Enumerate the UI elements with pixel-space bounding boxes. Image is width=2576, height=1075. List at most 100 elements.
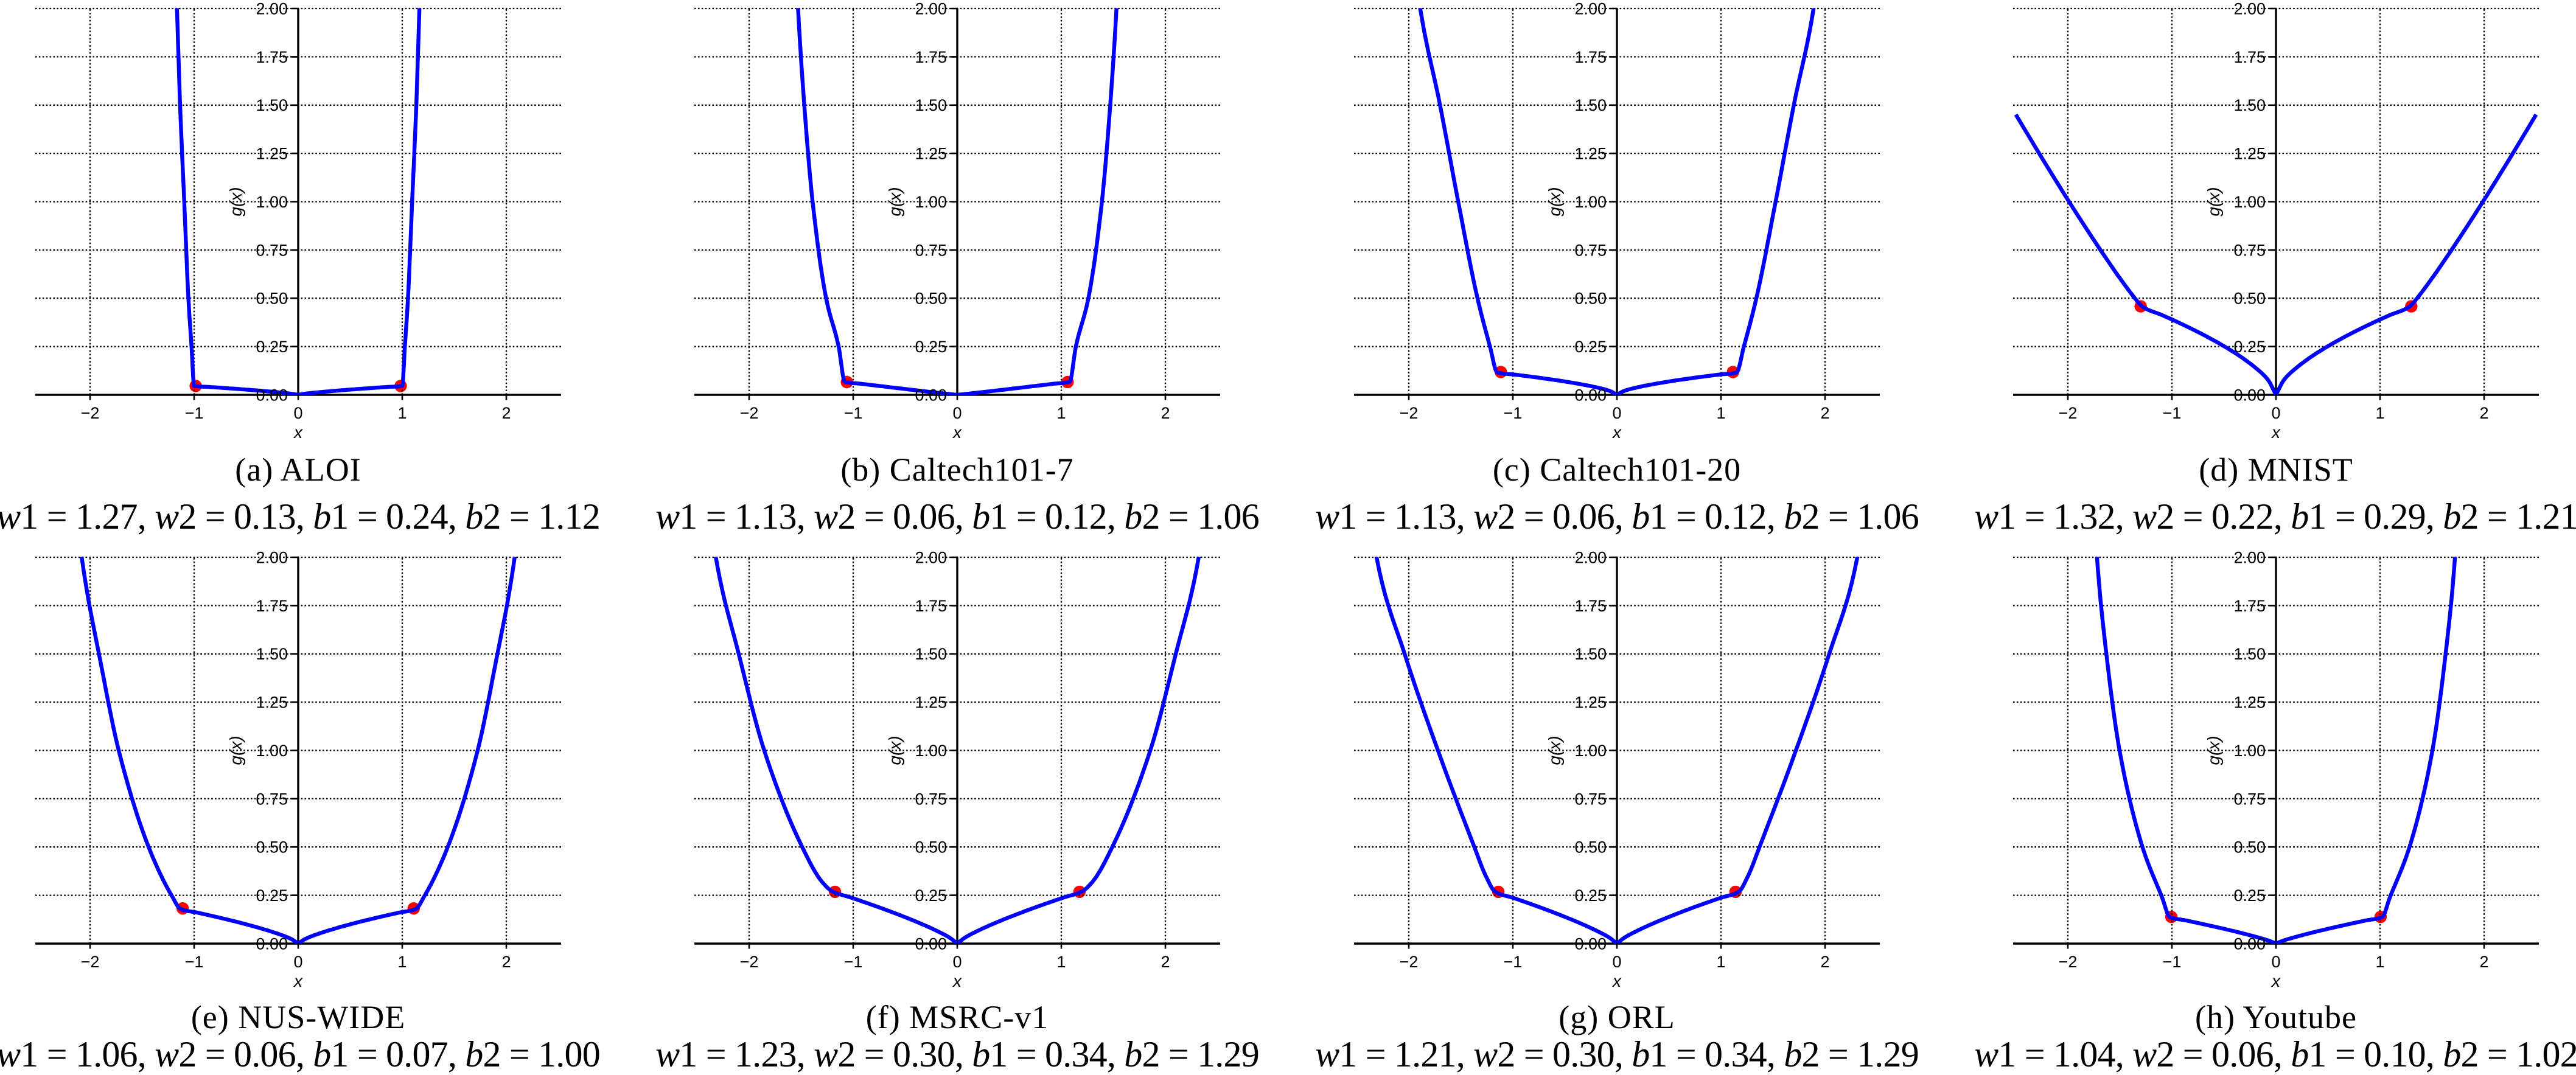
svg-text:1.00: 1.00 (1574, 193, 1607, 211)
svg-text:1.75: 1.75 (1574, 48, 1607, 66)
svg-text:1.50: 1.50 (915, 645, 947, 663)
svg-text:2.00: 2.00 (915, 548, 947, 566)
svg-text:1.25: 1.25 (256, 694, 288, 712)
svg-text:x: x (1611, 423, 1622, 442)
svg-text:1.50: 1.50 (256, 96, 288, 114)
svg-text:−2: −2 (740, 404, 759, 422)
svg-text:0: 0 (952, 953, 962, 971)
svg-text:2.00: 2.00 (915, 0, 947, 18)
svg-text:0.50: 0.50 (1574, 838, 1607, 857)
svg-text:0.75: 0.75 (2233, 241, 2266, 259)
svg-text:w1 = 1.13, w2 = 0.06, b1 = 0.1: w1 = 1.13, w2 = 0.06, b1 = 0.12, b2 = 1.… (1315, 496, 1919, 537)
svg-text:0.00: 0.00 (915, 934, 947, 953)
svg-text:1: 1 (1056, 404, 1066, 422)
svg-text:(h) Youtube: (h) Youtube (2195, 999, 2357, 1035)
svg-text:g(x): g(x) (226, 736, 245, 765)
svg-text:0.75: 0.75 (256, 790, 288, 808)
svg-text:2.00: 2.00 (256, 0, 288, 18)
svg-text:0.75: 0.75 (915, 790, 947, 808)
svg-text:g(x): g(x) (2204, 187, 2223, 216)
svg-text:0.50: 0.50 (2233, 290, 2266, 308)
svg-text:1.75: 1.75 (2233, 597, 2266, 615)
svg-text:2.00: 2.00 (2233, 548, 2266, 566)
svg-text:0.75: 0.75 (256, 241, 288, 259)
svg-text:−1: −1 (844, 953, 863, 971)
svg-text:0.00: 0.00 (2233, 386, 2266, 404)
svg-text:(b) Caltech101-7: (b) Caltech101-7 (840, 451, 1073, 488)
svg-text:1.75: 1.75 (1574, 597, 1607, 615)
svg-text:x: x (2271, 423, 2281, 442)
svg-text:0: 0 (1612, 953, 1621, 971)
svg-text:0.50: 0.50 (915, 838, 947, 857)
svg-text:g(x): g(x) (226, 187, 245, 216)
svg-text:2: 2 (2479, 404, 2488, 422)
svg-text:1.00: 1.00 (1574, 742, 1607, 760)
svg-text:0.50: 0.50 (915, 290, 947, 308)
svg-text:−2: −2 (81, 953, 100, 971)
svg-text:0.00: 0.00 (256, 934, 288, 953)
svg-text:1.25: 1.25 (2233, 145, 2266, 163)
svg-text:2: 2 (501, 404, 511, 422)
svg-text:0: 0 (1612, 404, 1621, 422)
svg-text:(e) NUS-WIDE: (e) NUS-WIDE (191, 999, 405, 1035)
svg-text:−2: −2 (740, 953, 759, 971)
svg-text:1.75: 1.75 (256, 48, 288, 66)
svg-text:1: 1 (397, 404, 407, 422)
svg-text:0.50: 0.50 (256, 290, 288, 308)
svg-text:1.00: 1.00 (2233, 193, 2266, 211)
svg-text:1.50: 1.50 (256, 645, 288, 663)
svg-text:1: 1 (2375, 953, 2384, 971)
svg-text:0.75: 0.75 (2233, 790, 2266, 808)
svg-text:g(x): g(x) (1545, 736, 1564, 765)
svg-text:g(x): g(x) (1545, 187, 1564, 216)
svg-text:0: 0 (2271, 404, 2280, 422)
svg-text:g(x): g(x) (885, 187, 904, 216)
svg-text:−1: −1 (185, 953, 204, 971)
svg-text:w1 = 1.32, w2 = 0.22, b1 = 0.2: w1 = 1.32, w2 = 0.22, b1 = 0.29, b2 = 1.… (1974, 496, 2576, 537)
svg-text:1.25: 1.25 (915, 694, 947, 712)
svg-text:1: 1 (1056, 953, 1066, 971)
svg-text:2: 2 (2479, 953, 2488, 971)
svg-text:x: x (1611, 972, 1622, 990)
svg-text:1.25: 1.25 (915, 145, 947, 163)
svg-text:0.00: 0.00 (256, 386, 288, 404)
svg-text:1.75: 1.75 (915, 597, 947, 615)
svg-text:w1 = 1.04, w2 = 0.06, b1 = 0.1: w1 = 1.04, w2 = 0.06, b1 = 0.10, b2 = 1.… (1974, 1034, 2576, 1074)
svg-text:−2: −2 (2059, 953, 2078, 971)
svg-text:1.50: 1.50 (1574, 645, 1607, 663)
svg-text:−2: −2 (2059, 404, 2078, 422)
svg-text:1.50: 1.50 (915, 96, 947, 114)
svg-text:g(x): g(x) (885, 736, 904, 765)
svg-text:x: x (952, 423, 962, 442)
svg-text:0.00: 0.00 (915, 386, 947, 404)
svg-text:−1: −1 (185, 404, 204, 422)
svg-text:0.25: 0.25 (2233, 886, 2266, 905)
svg-text:(g) ORL: (g) ORL (1559, 999, 1675, 1035)
svg-text:1: 1 (2375, 404, 2384, 422)
svg-text:1.50: 1.50 (2233, 645, 2266, 663)
svg-text:(d) MNIST: (d) MNIST (2199, 451, 2353, 488)
svg-text:w1 = 1.21, w2 = 0.30, b1 = 0.3: w1 = 1.21, w2 = 0.30, b1 = 0.34, b2 = 1.… (1315, 1034, 1919, 1074)
svg-text:w1 = 1.23, w2 = 0.30, b1 = 0.3: w1 = 1.23, w2 = 0.30, b1 = 0.34, b2 = 1.… (655, 1034, 1259, 1074)
svg-text:w1 = 1.06, w2 = 0.06, b1 = 0.0: w1 = 1.06, w2 = 0.06, b1 = 0.07, b2 = 1.… (0, 1034, 600, 1074)
svg-text:0.75: 0.75 (915, 241, 947, 259)
svg-text:1.25: 1.25 (1574, 694, 1607, 712)
svg-text:−1: −1 (844, 404, 863, 422)
svg-text:0.50: 0.50 (1574, 290, 1607, 308)
svg-text:2: 2 (1161, 404, 1170, 422)
svg-text:1.00: 1.00 (915, 742, 947, 760)
svg-text:0.75: 0.75 (1574, 241, 1607, 259)
svg-text:1.75: 1.75 (2233, 48, 2266, 66)
svg-text:2: 2 (1161, 953, 1170, 971)
svg-text:1: 1 (1716, 953, 1725, 971)
svg-text:0.25: 0.25 (1574, 338, 1607, 356)
svg-text:0.25: 0.25 (256, 886, 288, 905)
svg-text:1.75: 1.75 (915, 48, 947, 66)
svg-text:0: 0 (2271, 953, 2280, 971)
svg-text:2.00: 2.00 (1574, 548, 1607, 566)
svg-text:x: x (293, 972, 303, 990)
svg-text:1.25: 1.25 (1574, 145, 1607, 163)
svg-text:w1 = 1.13, w2 = 0.06, b1 = 0.1: w1 = 1.13, w2 = 0.06, b1 = 0.12, b2 = 1.… (655, 496, 1259, 537)
svg-text:2.00: 2.00 (1574, 0, 1607, 18)
svg-text:0: 0 (293, 404, 302, 422)
